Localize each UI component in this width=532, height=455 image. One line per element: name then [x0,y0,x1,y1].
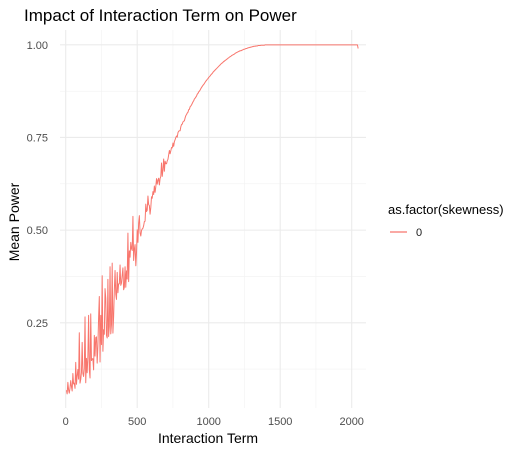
y-tick-label: 1.00 [27,40,48,52]
grid-minor [60,30,366,408]
legend-label: 0 [416,227,422,239]
x-tick-label: 0 [63,416,69,428]
grid-major [60,30,366,408]
y-tick-label: 0.25 [27,318,48,330]
legend: as.factor(skewness) 0 [388,202,504,239]
y-tick-label: 0.75 [27,132,48,144]
series-line [65,44,359,395]
x-axis-title: Interaction Term [158,430,258,446]
y-axis-title: Mean Power [6,182,22,261]
x-tick-label: 2000 [339,416,363,428]
series-layer [65,44,359,395]
x-tick-label: 1000 [196,416,220,428]
x-tick-label: 500 [128,416,146,428]
x-axis-ticks: 0 500 1000 1500 2000 [63,416,364,428]
y-axis-ticks: 0.25 0.50 0.75 1.00 [27,40,48,330]
chart-title: Impact of Interaction Term on Power [24,6,297,25]
y-tick-label: 0.50 [27,225,48,237]
x-tick-label: 1500 [268,416,292,428]
legend-title: as.factor(skewness) [388,202,504,217]
